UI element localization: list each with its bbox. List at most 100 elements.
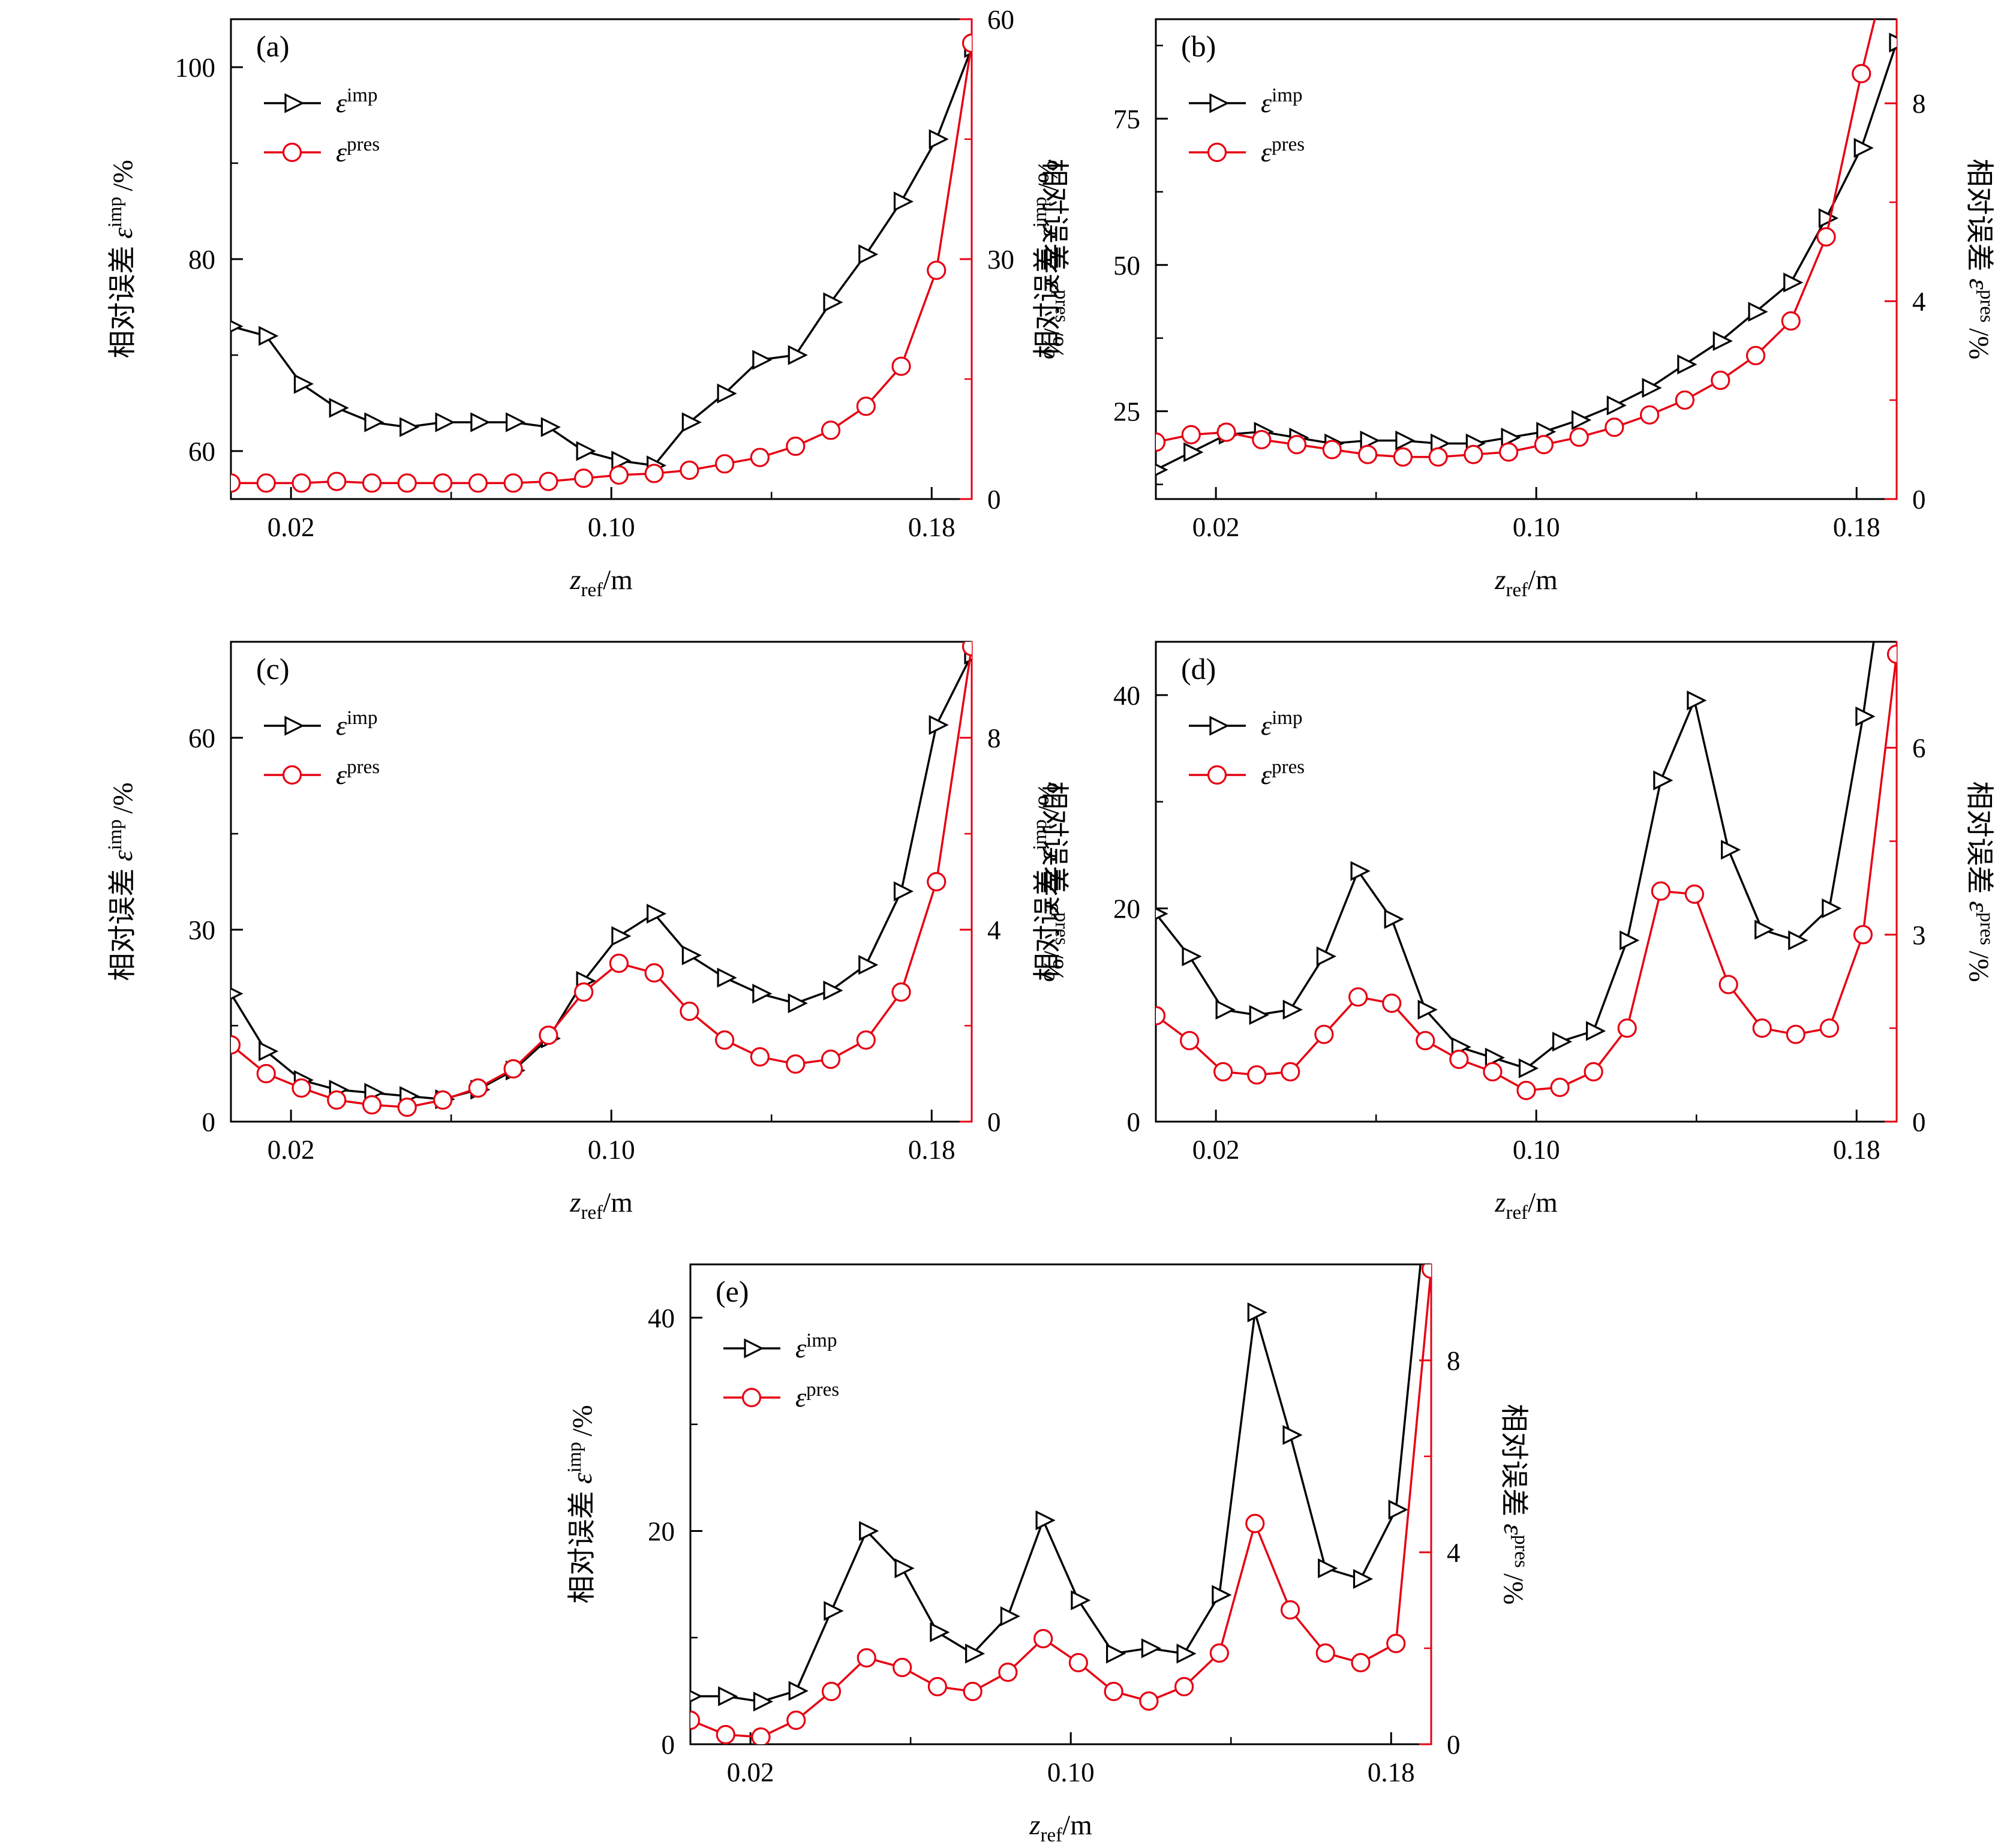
triangle-marker — [1642, 378, 1662, 398]
triangle-marker — [1282, 1425, 1303, 1446]
triangle-marker — [1853, 138, 1874, 158]
circle-marker — [256, 1063, 276, 1084]
circle-marker — [891, 356, 911, 376]
circle-marker — [856, 1030, 876, 1050]
circle-marker — [1516, 1080, 1536, 1101]
circle-marker — [1569, 427, 1589, 447]
circle-marker — [1718, 975, 1738, 994]
triangle-marker — [1606, 395, 1627, 416]
triangle-marker — [753, 1691, 774, 1712]
triangle-marker — [1748, 302, 1768, 322]
circle-marker — [1386, 1633, 1406, 1654]
circle-marker — [1886, 644, 1897, 664]
y-right-tick-label: 8 — [987, 723, 1001, 753]
circle-marker — [1684, 884, 1704, 904]
circle-marker — [1247, 1065, 1267, 1085]
circle-marker — [1156, 1006, 1166, 1026]
circle-marker — [680, 1001, 699, 1021]
circle-marker — [1483, 1062, 1503, 1081]
circle-marker — [1174, 1676, 1194, 1697]
circle-marker — [644, 464, 664, 483]
imp-series-markers — [690, 1302, 1408, 1712]
circle-marker — [256, 473, 276, 493]
circle-marker — [1786, 1024, 1805, 1044]
triangle-marker — [1071, 1590, 1091, 1610]
circle-marker — [1139, 1691, 1159, 1711]
imp-series-line — [231, 654, 972, 1101]
y-right-tick-label: 3 — [1912, 920, 1926, 950]
pres-series-markers — [231, 33, 972, 493]
circle-marker — [962, 33, 972, 53]
triangle-marker — [1384, 909, 1404, 929]
x-axis-title: zref/m — [1029, 1810, 1092, 1846]
triangle-marker — [1518, 1058, 1539, 1078]
x-axis-title: zref/m — [569, 1187, 633, 1224]
triangle-marker — [1653, 770, 1673, 791]
legend-pres-label: εpres — [1261, 756, 1305, 790]
triangle-marker — [259, 326, 279, 346]
triangle-marker — [1247, 1302, 1267, 1323]
triangle-marker — [1485, 1047, 1506, 1068]
panel-label: (c) — [256, 652, 290, 686]
circle-marker — [821, 1049, 841, 1069]
circle-marker — [362, 1095, 382, 1115]
legend-pres-label: εpres — [1261, 134, 1305, 167]
triangle-marker — [824, 1601, 844, 1621]
circle-marker — [1104, 1681, 1123, 1702]
pres-series-markers — [1156, 644, 1897, 1101]
circle-marker — [1209, 1643, 1229, 1663]
circle-marker — [1068, 1652, 1088, 1673]
circle-marker — [433, 1090, 453, 1110]
circle-marker — [891, 982, 911, 1002]
triangle-marker — [611, 450, 632, 471]
circle-marker — [962, 642, 972, 657]
triangle-marker — [1360, 430, 1380, 451]
legend-imp-label: εimp — [336, 707, 377, 741]
x-tick-label: 0.10 — [1513, 512, 1560, 542]
right-axis-title: 相对误差 εpres /% — [1963, 782, 1997, 982]
triangle-marker — [1572, 410, 1592, 430]
triangle-marker — [681, 412, 702, 432]
y-left-tick-label: 50 — [1113, 251, 1140, 281]
circle-marker — [786, 436, 806, 456]
legend-pres-label: εpres — [336, 134, 380, 167]
triangle-marker — [259, 1041, 279, 1062]
pres-series-markers — [1156, 64, 1871, 467]
y-left-tick-label: 20 — [648, 1516, 675, 1546]
circle-marker — [857, 1648, 876, 1668]
left-axis-title: 相对误差 εimp /% — [104, 782, 139, 981]
triangle-marker — [788, 993, 808, 1014]
y-left-tick-label: 100 — [175, 53, 216, 83]
triangle-marker — [858, 244, 879, 265]
triangle-marker — [1215, 999, 1236, 1020]
triangle-marker — [718, 1686, 738, 1706]
triangle-marker — [690, 1690, 703, 1703]
right-axis-title: 相对误差 εpres /% — [1498, 1404, 1532, 1605]
triangle-marker — [329, 398, 349, 418]
circle-marker — [927, 260, 947, 280]
y-left-tick-label: 25 — [1113, 397, 1140, 427]
circle-marker — [1348, 987, 1368, 1007]
triangle-marker — [1106, 1643, 1126, 1664]
y-right-tick-label: 4 — [1447, 1538, 1461, 1568]
circle-marker — [327, 471, 347, 491]
circle-marker — [609, 465, 629, 485]
y-left-tick-label: 30 — [188, 915, 215, 945]
y-left-tick-label: 80 — [188, 245, 215, 275]
circle-marker — [1464, 444, 1483, 464]
triangle-marker — [1889, 32, 1897, 53]
triangle-marker — [930, 1622, 950, 1642]
circle-marker — [1216, 422, 1236, 442]
legend-triangle-marker — [284, 93, 305, 113]
x-tick-label: 0.10 — [588, 512, 635, 542]
triangle-marker — [1687, 690, 1707, 711]
circle-marker — [786, 1054, 806, 1074]
panel-label: (b) — [1181, 29, 1216, 63]
panel-label: (a) — [256, 29, 290, 63]
circle-marker — [1711, 370, 1730, 390]
circle-marker — [1322, 440, 1342, 459]
circle-marker — [1213, 1062, 1233, 1081]
triangle-marker — [1712, 330, 1733, 351]
chart-panel-c: 0.02 0.10 0.18 0 30 60 0 4 8 (c) εimp εpres 相对误差 εim… — [104, 641, 1072, 1224]
x-tick-label: 0.02 — [1192, 512, 1240, 542]
